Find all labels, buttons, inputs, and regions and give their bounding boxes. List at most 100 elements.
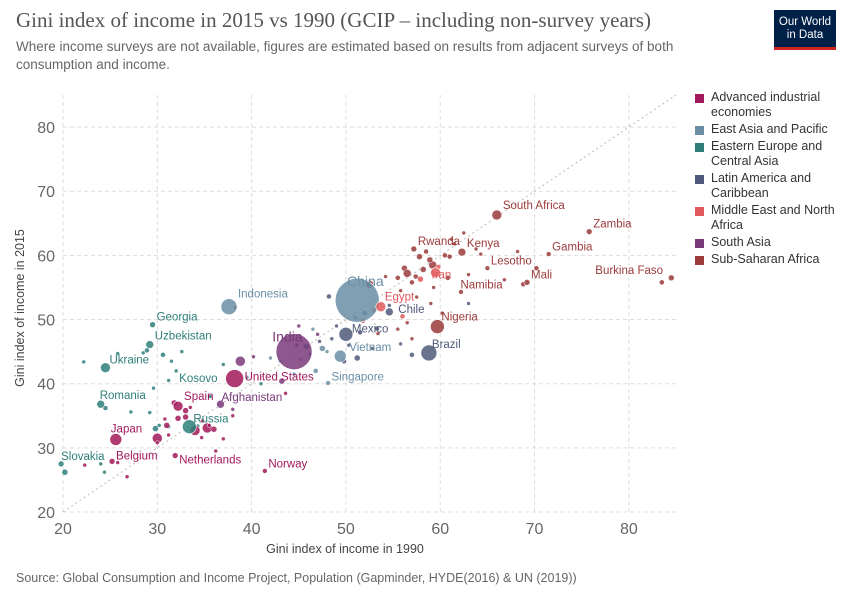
data-point	[244, 375, 250, 380]
data-point	[319, 345, 326, 352]
legend-label: Middle East and North Africa	[711, 203, 835, 232]
data-point-mali	[523, 279, 531, 286]
data-point	[166, 432, 171, 438]
data-point-russia	[182, 419, 197, 434]
data-point	[431, 285, 436, 290]
legend-label: Eastern Europe and Central Asia	[711, 139, 823, 168]
legend-item-east-asia-and-pacific[interactable]: East Asia and Pacific	[695, 122, 845, 137]
data-point	[268, 355, 273, 361]
data-point	[409, 336, 415, 342]
data-point	[221, 362, 226, 367]
data-point	[387, 303, 392, 308]
point-label-kosovo: Kosovo	[179, 373, 217, 385]
y-tick-label: 40	[37, 377, 55, 394]
data-point	[442, 252, 448, 259]
data-point	[182, 413, 189, 421]
data-point	[466, 272, 471, 277]
data-point-slovakia	[57, 460, 65, 468]
axis-ticks: 20 30 40 50 60 70 80 20 30 40 50 60 70 80	[37, 120, 638, 538]
data-point	[166, 378, 171, 383]
data-point	[147, 410, 153, 415]
data-point	[213, 448, 219, 454]
point-label-south-africa: South Africa	[503, 200, 566, 212]
point-label-gambia: Gambia	[552, 242, 593, 254]
data-point-nigeria	[430, 319, 445, 334]
data-point-iran	[430, 267, 441, 279]
data-point	[515, 249, 520, 254]
y-axis-label: Gini index of income in 2015	[13, 229, 27, 387]
data-point	[659, 279, 665, 286]
point-label-georgia: Georgia	[157, 312, 199, 324]
data-point	[461, 230, 467, 236]
legend-swatch	[695, 143, 704, 152]
data-point-south-africa	[491, 209, 503, 221]
data-point	[162, 416, 168, 422]
data-point	[426, 256, 434, 264]
data-point	[115, 351, 120, 356]
data-point	[200, 418, 205, 424]
point-label-romania: Romania	[100, 390, 147, 402]
data-point	[395, 275, 401, 281]
chart-title: Gini index of income in 2015 vs 1990 (GC…	[16, 8, 651, 32]
point-label-united-states: United States	[245, 372, 314, 384]
data-point	[124, 474, 130, 479]
data-point	[449, 237, 454, 242]
x-tick-label: 70	[526, 521, 544, 538]
data-point	[140, 350, 146, 356]
y-tick-label: 60	[37, 248, 55, 265]
data-point	[317, 339, 322, 344]
data-point	[310, 326, 316, 332]
data-point	[428, 301, 434, 306]
point-label-uzbekistan: Uzbekistan	[155, 331, 212, 343]
data-point	[409, 279, 415, 286]
data-point	[174, 415, 182, 422]
y-tick-label: 80	[37, 120, 55, 137]
data-point	[439, 310, 445, 316]
point-label-netherlands: Netherlands	[179, 455, 241, 467]
data-point	[502, 277, 507, 283]
data-point	[452, 241, 457, 247]
data-point	[206, 423, 212, 428]
point-label-chile: Chile	[398, 304, 424, 316]
legend-item-latin-america-and-caribbean[interactable]: Latin America and Caribbean	[695, 171, 845, 201]
data-point	[179, 349, 185, 354]
point-label-kenya: Kenya	[467, 238, 500, 250]
data-point-united-states	[225, 369, 244, 388]
x-tick-label: 40	[243, 521, 261, 538]
data-point	[315, 332, 320, 337]
data-point	[409, 352, 415, 358]
owid-logo[interactable]: Our World in Data	[774, 10, 836, 50]
legend: Advanced industrial economies East Asia a…	[695, 90, 845, 269]
data-point	[258, 381, 264, 386]
data-point	[478, 251, 484, 257]
data-point	[207, 394, 213, 399]
point-label-singapore: Singapore	[332, 372, 384, 384]
data-point	[533, 265, 540, 271]
legend-item-middle-east-and-north-africa[interactable]: Middle East and North Africa	[695, 203, 845, 233]
data-point-chile	[385, 307, 394, 317]
data-point	[398, 341, 403, 347]
data-point-rwanda	[410, 245, 418, 253]
data-point	[334, 323, 339, 329]
data-point	[251, 354, 256, 359]
legend-item-advanced-industrial-economies[interactable]: Advanced industrial economies	[695, 90, 845, 120]
point-label-indonesia: Indonesia	[238, 289, 288, 301]
legend-item-eastern-europe-and-central-asia[interactable]: Eastern Europe and Central Asia	[695, 139, 845, 169]
data-point	[128, 409, 134, 415]
point-label-zambia: Zambia	[593, 219, 632, 231]
legend-item-south-asia[interactable]: South Asia	[695, 235, 845, 250]
data-point	[398, 288, 403, 293]
data-point	[283, 391, 288, 396]
data-point	[160, 352, 166, 358]
data-point	[420, 266, 427, 273]
legend-swatch	[695, 207, 704, 216]
legend-swatch	[695, 175, 704, 184]
data-point	[82, 462, 87, 468]
data-point	[346, 342, 352, 348]
data-point-burkina-faso	[667, 274, 675, 282]
x-axis-label: Gini index of income in 1990	[266, 542, 424, 556]
data-point	[416, 253, 423, 260]
legend-item-sub-saharan-africa[interactable]: Sub-Saharan Africa	[695, 252, 845, 267]
legend-swatch	[695, 256, 704, 265]
